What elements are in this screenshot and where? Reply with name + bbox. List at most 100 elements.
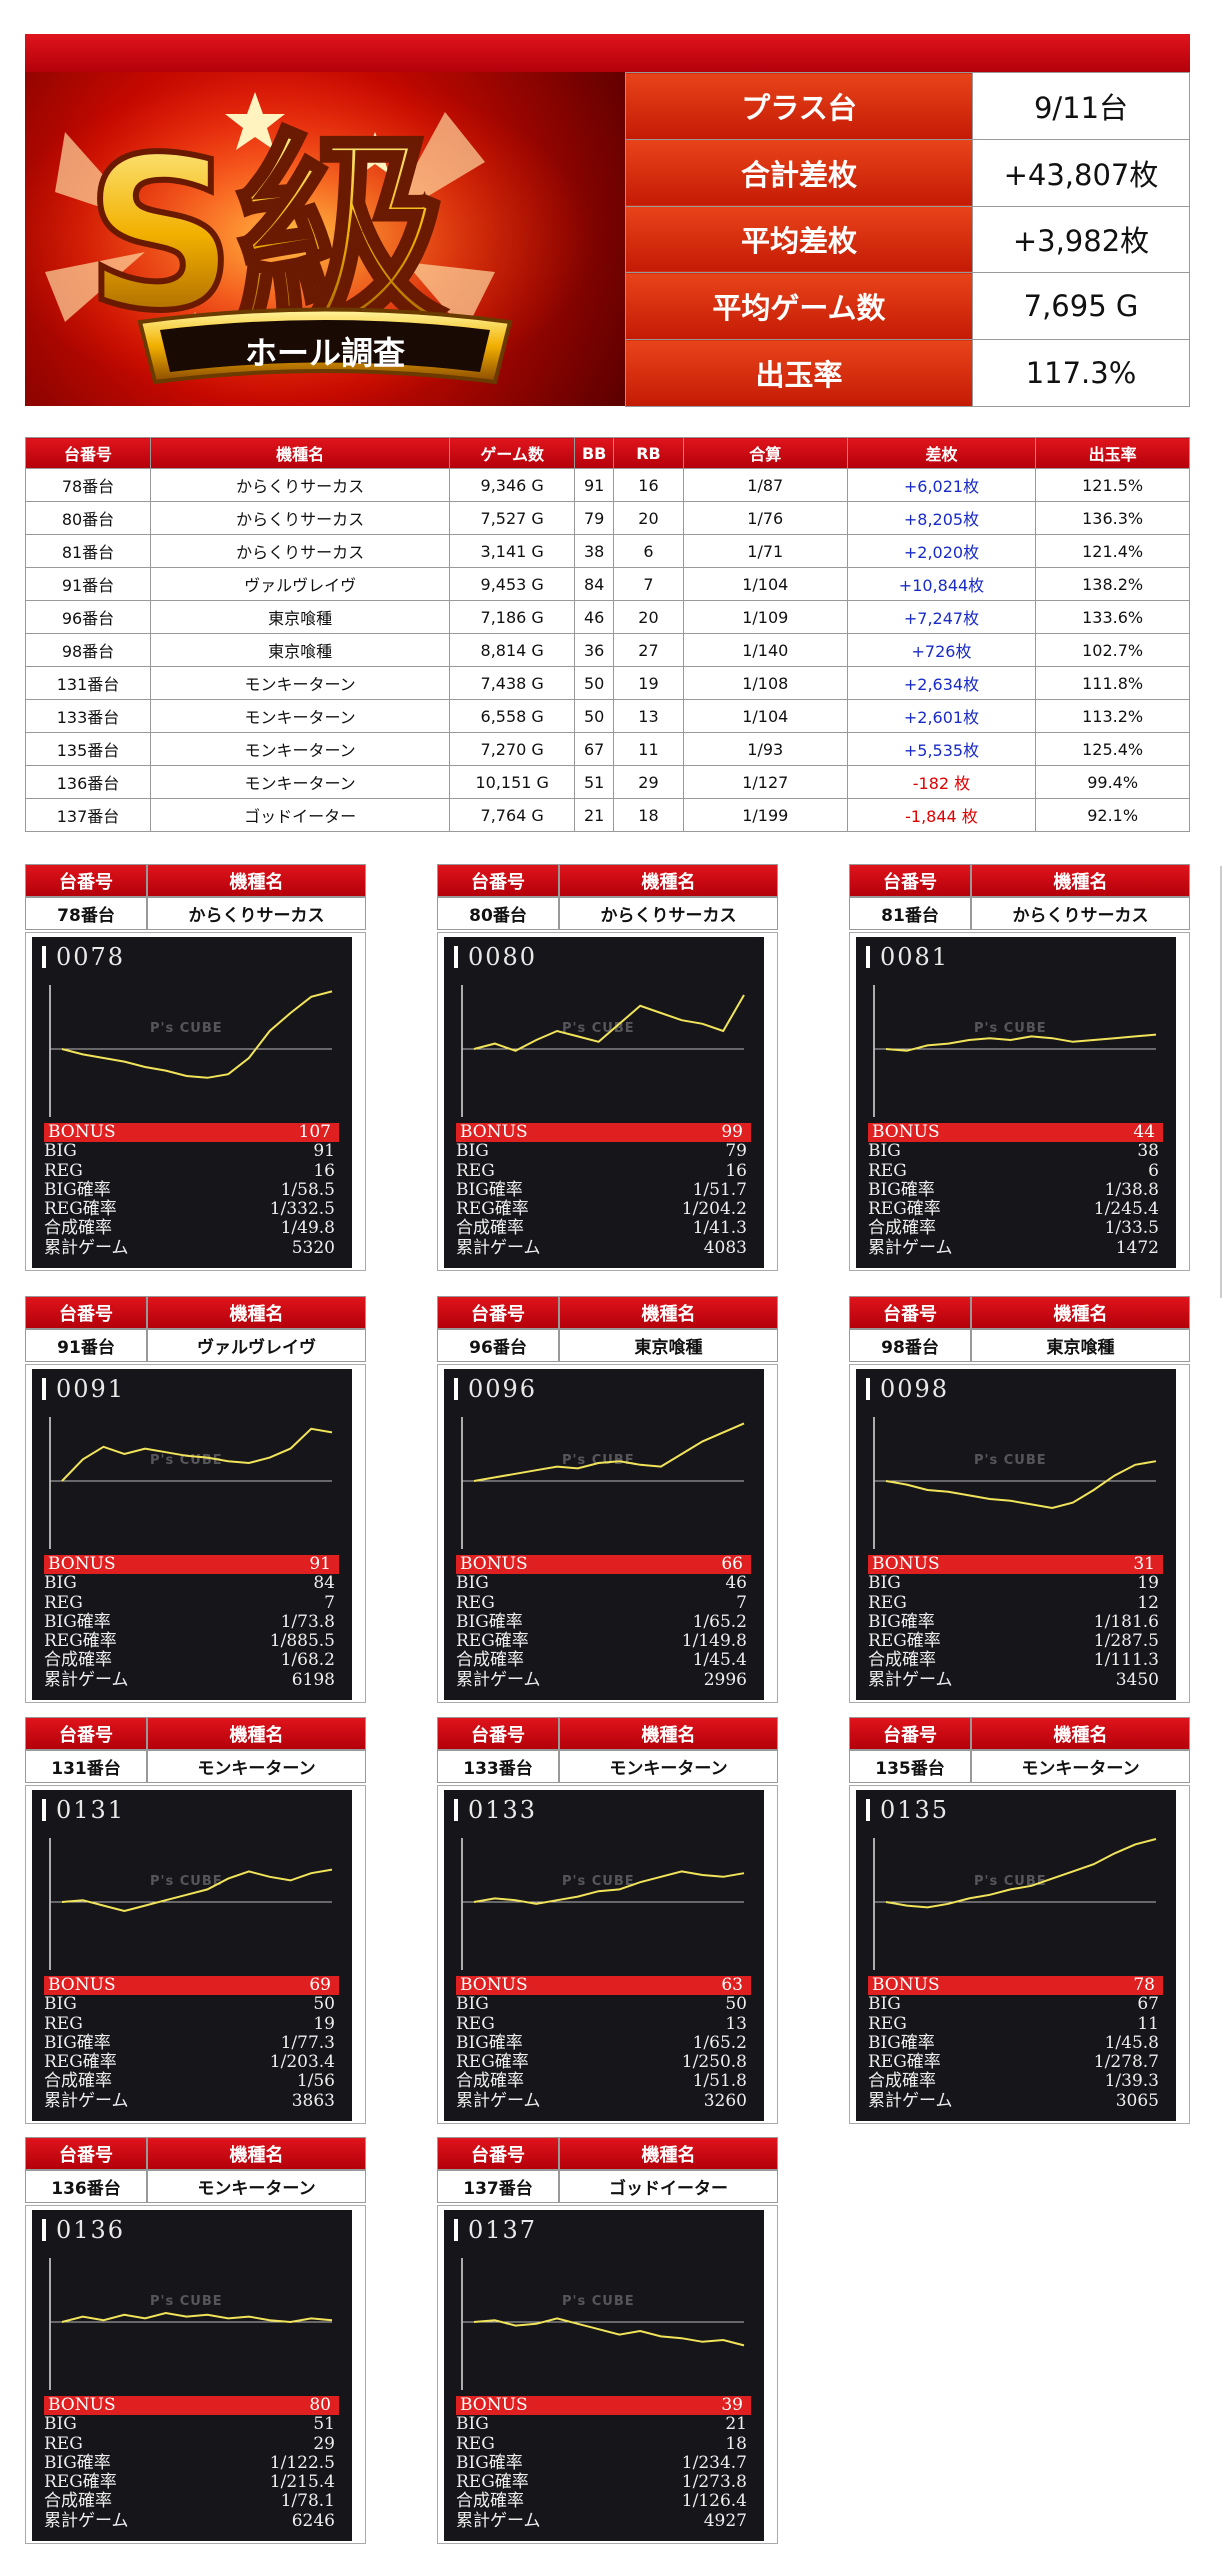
stat-value: 6198 — [291, 1669, 335, 1690]
machine-data-table: 台番号 機種名 ゲーム数 BB RB 合算 差枚 出玉率 78番台 からくりサーカス 9,346 … — [25, 437, 1190, 832]
machine-card: 台番号 機種名 135番台 モンキーターン 0135 P's CUBE BONUS 78 BIG… — [849, 1717, 1190, 2124]
stat-value: 7 — [736, 1592, 747, 1613]
table-cell: 20 — [613, 600, 684, 634]
slump-line — [61, 1427, 333, 1482]
stat-row-reg_rate: REG確率 1/885.5 — [44, 1631, 339, 1652]
stat-label: BIG確率 — [456, 1611, 523, 1632]
stat-label: REG — [44, 1592, 83, 1613]
slump-graph: 0137 P's CUBE BONUS 39 BIG 21 REG 18 BIG確率 1/234.… — [444, 2210, 764, 2541]
table-cell: 東京喰種 — [149, 600, 451, 634]
stat-row-reg: REG 29 — [44, 2434, 339, 2454]
table-cell: 121.4% — [1035, 534, 1190, 568]
card-info-row: 131番台 モンキーターン — [25, 1750, 366, 1783]
slump-graph-svg — [873, 1838, 1157, 1970]
card-info-row: 81番台 からくりサーカス — [849, 897, 1190, 930]
table-cell: 121.5% — [1035, 468, 1190, 502]
stat-label: 累計ゲーム — [44, 2510, 129, 2531]
card-unit-number: 91番台 — [25, 1329, 147, 1362]
slump-graph: 0133 P's CUBE BONUS 63 BIG 50 REG 13 BIG確率 1/65.2… — [444, 1790, 764, 2121]
watermark-logo: P's CUBE — [562, 1021, 635, 1036]
stat-label: 合成確率 — [456, 2071, 524, 2092]
card-header-machine: 機種名 — [559, 1296, 778, 1329]
card-header-unit: 台番号 — [849, 1296, 971, 1329]
scroll-edge-line — [1220, 866, 1222, 1298]
stat-value: 3260 — [703, 2090, 747, 2111]
table-cell: 1/108 — [682, 666, 848, 700]
stat-row-big: BIG 21 — [456, 2414, 751, 2434]
slump-line — [885, 1460, 1157, 1510]
stat-label: 累計ゲーム — [456, 2510, 541, 2531]
card-header-unit: 台番号 — [849, 1717, 971, 1750]
table-cell: 21 — [574, 798, 615, 832]
card-header-machine: 機種名 — [559, 864, 778, 897]
card-machine-name: モンキーターン — [147, 1750, 366, 1783]
stat-label: REG — [868, 1160, 907, 1181]
stat-label: 累計ゲーム — [456, 2090, 541, 2111]
hero-artwork: S級 ホール調査 — [25, 72, 625, 406]
stat-label: REG — [456, 2013, 495, 2034]
slump-graph-svg — [461, 2258, 745, 2390]
card-header-machine: 機種名 — [559, 1717, 778, 1750]
stat-label: BIG — [456, 1994, 489, 2015]
table-row: 136番台 モンキーターン 10,151 G 51 29 1/127 -182 枚 99.4% — [25, 765, 1190, 799]
stat-value: 46 — [725, 1573, 747, 1594]
stat-label: 合成確率 — [456, 1650, 524, 1671]
hero-banner: S級 ホール調査 — [25, 72, 625, 406]
table-cell: 91 — [574, 468, 615, 502]
stat-value: 1/332.5 — [269, 1199, 335, 1220]
graph-machine-code: 0133 — [454, 1796, 537, 1824]
summary-value: 9/11台 — [972, 72, 1190, 140]
stat-value: 1472 — [1115, 1237, 1159, 1258]
stat-label: 累計ゲーム — [456, 1669, 541, 1690]
card-header-unit: 台番号 — [437, 1717, 559, 1750]
stat-label: REG確率 — [868, 1631, 941, 1652]
table-header-cell: 合算 — [682, 437, 848, 469]
stat-row-bonus: BONUS 91 — [44, 1554, 339, 1575]
stat-row-bonus: BONUS 63 — [456, 1975, 751, 1996]
stat-label: 合成確率 — [44, 1218, 112, 1239]
card-info-row: 91番台 ヴァルヴレイヴ — [25, 1329, 366, 1362]
stat-row-reg_rate: REG確率 1/332.5 — [44, 1199, 339, 1220]
table-cell: 51 — [574, 765, 615, 799]
stat-label: 累計ゲーム — [44, 1669, 129, 1690]
slump-graph-svg — [461, 1838, 745, 1970]
card-header-unit: 台番号 — [25, 1296, 147, 1329]
stat-label: REG — [868, 1592, 907, 1613]
stat-value: 1/65.2 — [692, 2032, 747, 2053]
summary-row: 合計差枚 +43,807枚 — [625, 138, 1190, 207]
watermark-logo: P's CUBE — [150, 1874, 223, 1889]
table-cell: 84 — [574, 567, 615, 601]
table-cell: 1/71 — [682, 534, 848, 568]
stat-value: 39 — [721, 2395, 743, 2415]
stat-row-reg: REG 19 — [44, 2014, 339, 2034]
card-graph-panel: 0135 P's CUBE BONUS 78 BIG 67 REG 11 BIG確率 1/45.8… — [849, 1785, 1190, 2124]
stat-value: 6 — [1148, 1160, 1159, 1181]
stat-value: 1/65.2 — [692, 1611, 747, 1632]
graph-machine-code: 0137 — [454, 2216, 537, 2244]
stat-label: 累計ゲーム — [868, 2090, 953, 2111]
slump-line — [61, 990, 333, 1079]
stat-row-big_rate: BIG確率 1/65.2 — [456, 2032, 751, 2053]
stat-label: REG確率 — [456, 1199, 529, 1220]
card-unit-number: 78番台 — [25, 897, 147, 930]
stat-label: REG確率 — [44, 1631, 117, 1652]
card-info-row: 78番台 からくりサーカス — [25, 897, 366, 930]
table-cell: 98番台 — [25, 633, 151, 667]
card-info-row: 80番台 からくりサーカス — [437, 897, 778, 930]
slump-graph: 0136 P's CUBE BONUS 80 BIG 51 REG 29 BIG確率 1/122.… — [32, 2210, 352, 2541]
stat-row-reg_rate: REG確率 1/287.5 — [868, 1631, 1163, 1652]
card-machine-name: 東京喰種 — [559, 1329, 778, 1362]
stat-row-bonus: BONUS 39 — [456, 2395, 751, 2416]
stat-value: 91 — [313, 1141, 335, 1162]
table-cell: 133番台 — [25, 699, 151, 733]
stat-value: 1/68.2 — [280, 1650, 335, 1671]
table-header-cell: 差枚 — [846, 437, 1037, 469]
slump-graph: 0091 P's CUBE BONUS 91 BIG 84 REG 7 BIG確率 1/73.8 R… — [32, 1369, 352, 1700]
table-cell: +7,247枚 — [846, 600, 1037, 634]
machine-card: 台番号 機種名 81番台 からくりサーカス 0081 P's CUBE BONUS 44 BIG… — [849, 864, 1190, 1271]
stat-label: REG確率 — [44, 2472, 117, 2493]
stat-value: 13 — [725, 2013, 747, 2034]
slump-graph-svg — [461, 1417, 745, 1549]
card-machine-name: モンキーターン — [971, 1750, 1190, 1783]
table-cell: 29 — [613, 765, 684, 799]
